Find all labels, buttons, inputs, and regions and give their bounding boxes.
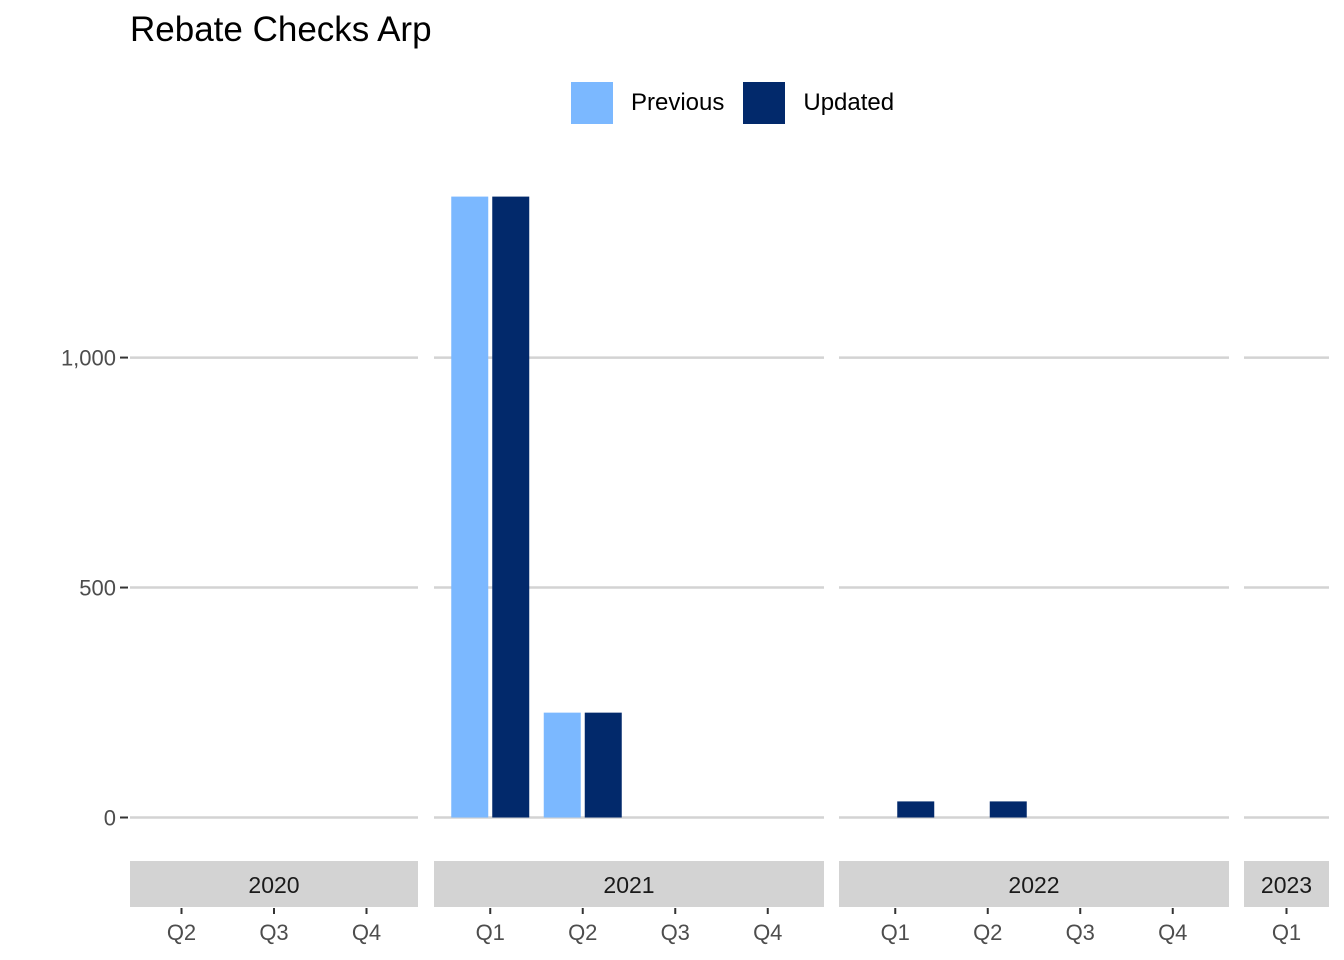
bar-updated-2021-Q2 [584,712,622,818]
y-tick-label: 0 [104,806,116,831]
x-tick-label-2023-Q1: Q1 [1272,920,1301,945]
bar-updated-2021-Q1 [492,196,530,818]
legend: Previous Updated [571,82,913,124]
x-tick-label-2021-Q1: Q1 [476,920,505,945]
facet-label-2021: 2021 [603,872,654,898]
y-tick-label: 500 [79,576,116,601]
x-tick-label-2020-Q2: Q2 [167,920,196,945]
facet-label-2020: 2020 [248,872,299,898]
legend-item-updated: Updated [743,82,894,124]
bar-previous-2021-Q1 [451,196,489,818]
x-tick-label-2021-Q3: Q3 [661,920,690,945]
facet-strip-2023 [1244,861,1329,907]
legend-item-previous: Previous [571,82,724,124]
x-tick-label-2022-Q2: Q2 [973,920,1002,945]
x-tick-label-2021-Q4: Q4 [753,920,782,945]
x-tick-label-2022-Q4: Q4 [1158,920,1187,945]
facet-strip-2022 [839,861,1229,907]
legend-swatch-updated [743,82,786,124]
y-tick-label: 1,000 [61,346,116,371]
legend-label-updated: Updated [803,89,895,116]
bar-updated-2022-Q2 [989,801,1027,818]
bar-updated-2022-Q1 [897,801,935,818]
x-tick-label-2021-Q2: Q2 [568,920,597,945]
legend-label-previous: Previous [631,89,725,116]
facet-strip-2020 [130,861,418,907]
facet-strip-2021 [434,861,824,907]
x-tick-label-2020-Q3: Q3 [259,920,288,945]
facet-label-2023: 2023 [1261,872,1312,898]
x-tick-label-2020-Q4: Q4 [352,920,381,945]
x-tick-label-2022-Q1: Q1 [881,920,910,945]
bar-previous-2021-Q2 [543,712,581,818]
facet-label-2022: 2022 [1008,872,1059,898]
x-tick-label-2022-Q3: Q3 [1066,920,1095,945]
legend-swatch-previous [571,82,613,124]
chart-title: Rebate Checks Arp [130,10,432,49]
